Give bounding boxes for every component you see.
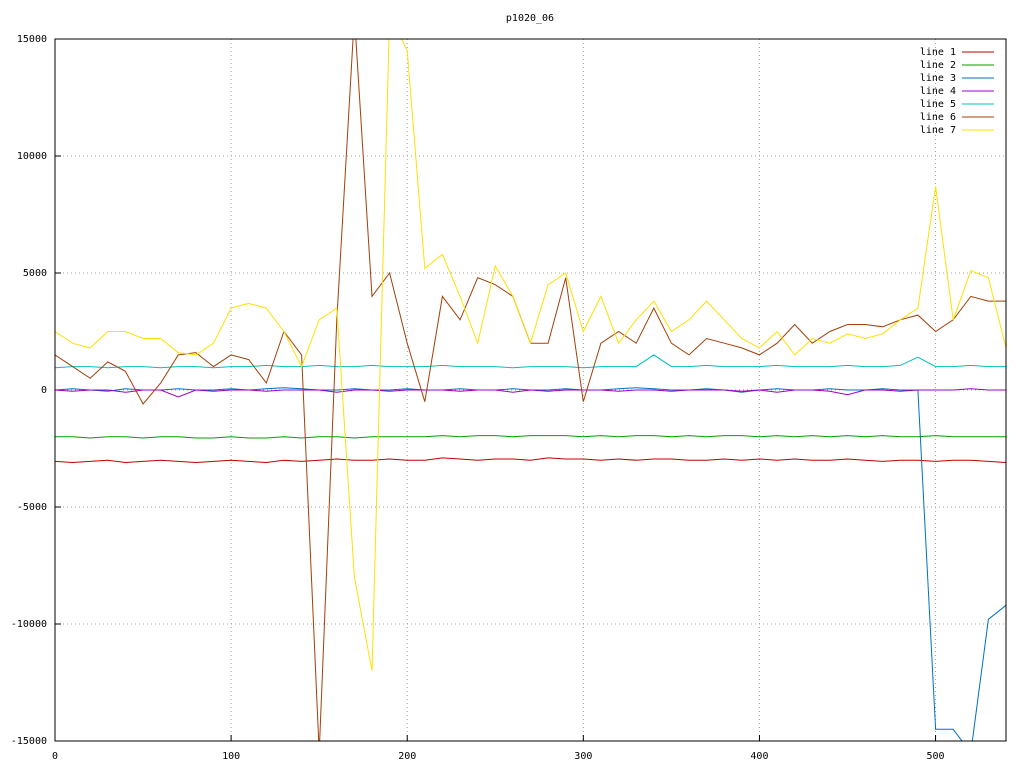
y-tick-label: 15000 [17,34,47,45]
data-line [55,39,1006,671]
legend: line 1 line 2 line 3 line 4 line 5 line 6 line… [920,47,994,136]
data-line [55,39,1006,741]
x-tick-label: 500 [927,751,945,762]
y-tick-label: -10000 [11,619,47,630]
y-tick-label: 10000 [17,151,47,162]
legend-label: line 3 [920,73,956,84]
x-tick-label: 200 [398,751,416,762]
data-line [55,388,1006,398]
x-tick-label: 100 [222,751,240,762]
plot-frame [54,38,1007,742]
legend-label: line 6 [920,112,956,123]
data-line [55,354,1006,369]
y-tick-label: -15000 [11,736,47,747]
data-line [55,457,1006,464]
x-tick-label: 300 [574,751,592,762]
chart-title: p1020_06 [506,13,554,24]
legend-label: line 2 [920,60,956,71]
y-tick-label: -5000 [17,502,47,513]
legend-label: line 1 [920,47,956,58]
y-tick-label: 0 [41,385,47,396]
x-tick-label: 0 [52,751,58,762]
legend-label: line 5 [920,99,956,110]
plot-area [55,39,1006,741]
data-line [55,387,1006,741]
legend-label: line 7 [920,125,956,136]
data-line [55,435,1006,439]
y-tick-label: 5000 [23,268,47,279]
legend-label: line 4 [920,86,956,97]
x-tick-label: 400 [750,751,768,762]
grid: -15000 -10000 -5000 0 5000 10000 15000 0 100 200 3… [11,34,1006,762]
